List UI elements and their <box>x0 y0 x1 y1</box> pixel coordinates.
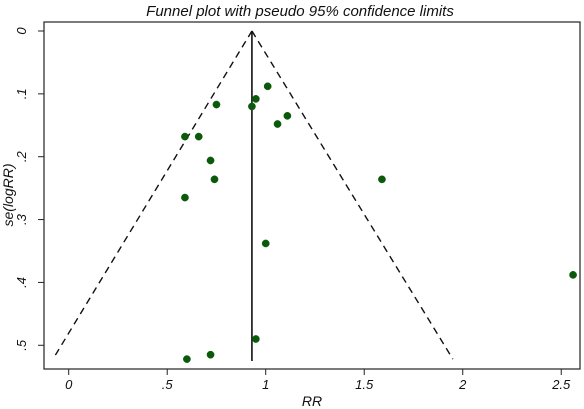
study-point <box>181 132 189 141</box>
study-point <box>183 355 191 363</box>
x-axis: 0 .5 1 1.5 2 2.5 <box>65 369 571 392</box>
data-points <box>181 82 577 363</box>
study-point <box>210 175 219 184</box>
y-tick-label: .2 <box>14 151 29 163</box>
y-axis: 0 .1 .2 .3 .4 .5 <box>14 27 44 351</box>
x-tick-label: 1.5 <box>355 377 374 392</box>
study-point <box>378 175 386 184</box>
study-point <box>252 95 260 103</box>
x-tick-label: 1 <box>262 377 269 392</box>
study-point <box>181 193 189 202</box>
study-point <box>283 112 292 120</box>
study-point <box>569 271 577 279</box>
y-tick-label: 0 <box>14 27 29 35</box>
x-tick-label: 2 <box>458 377 467 392</box>
funnel-lines <box>52 30 454 361</box>
y-axis-label: se(logRR) <box>0 163 16 226</box>
y-tick-label: .5 <box>14 339 29 351</box>
chart-title: Funnel plot with pseudo 95% confidence l… <box>146 3 454 20</box>
study-point <box>206 350 215 359</box>
y-tick-label: .1 <box>14 88 29 99</box>
study-point <box>194 132 203 141</box>
y-tick-label: .4 <box>14 277 29 288</box>
x-tick-label: 0 <box>65 377 73 392</box>
study-point <box>206 156 215 165</box>
study-point <box>248 102 256 111</box>
x-axis-label: RR <box>302 393 322 409</box>
study-point <box>263 82 272 91</box>
x-tick-label: .5 <box>162 377 174 392</box>
study-point <box>212 100 221 109</box>
y-tick-label: .3 <box>14 213 29 225</box>
left-confidence-limit-line <box>52 30 253 360</box>
x-tick-label: 2.5 <box>551 377 571 392</box>
study-point <box>252 335 260 343</box>
plot-frame <box>43 21 581 370</box>
study-point <box>273 120 282 128</box>
right-confidence-limit-line <box>251 30 454 360</box>
study-point <box>261 239 270 248</box>
